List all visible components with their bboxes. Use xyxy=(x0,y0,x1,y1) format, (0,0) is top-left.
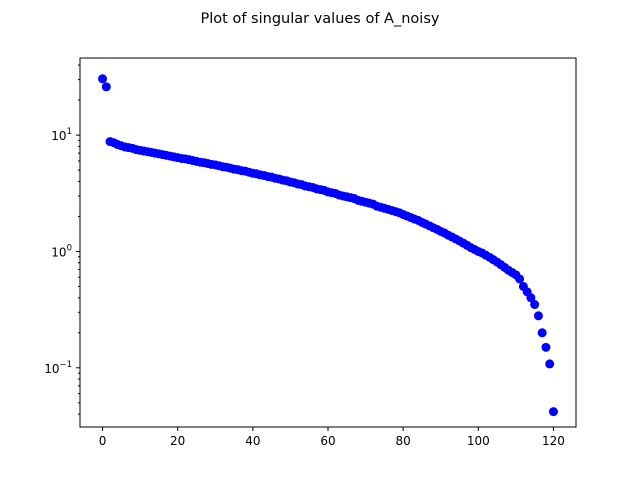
x-tick-label: 100 xyxy=(467,434,490,448)
x-tick-label: 120 xyxy=(542,434,565,448)
x-tick-label: 60 xyxy=(320,434,335,448)
chart-title: Plot of singular values of A_noisy xyxy=(201,11,440,27)
data-point xyxy=(98,74,108,84)
plot-area-frame xyxy=(79,57,577,428)
x-tick-label: 40 xyxy=(245,434,260,448)
data-point xyxy=(541,342,551,352)
x-tick-label: 80 xyxy=(396,434,411,448)
x-tick-label: 20 xyxy=(170,434,185,448)
data-point xyxy=(526,293,536,303)
data-point xyxy=(101,82,111,92)
y-tick-label: 101 xyxy=(51,127,72,143)
data-point xyxy=(515,274,525,284)
scatter-series xyxy=(98,74,558,417)
x-axis: 0 20 40 60 80 100 120 xyxy=(99,427,565,448)
data-point xyxy=(548,407,558,417)
y-axis: 10−1 100 101 xyxy=(44,64,80,415)
y-tick-label: 100 xyxy=(51,243,72,259)
x-tick-label: 0 xyxy=(99,434,107,448)
data-point xyxy=(537,328,547,338)
data-point xyxy=(533,311,543,321)
data-point xyxy=(530,300,540,310)
data-point xyxy=(545,359,555,369)
y-tick-label: 10−1 xyxy=(44,360,72,376)
